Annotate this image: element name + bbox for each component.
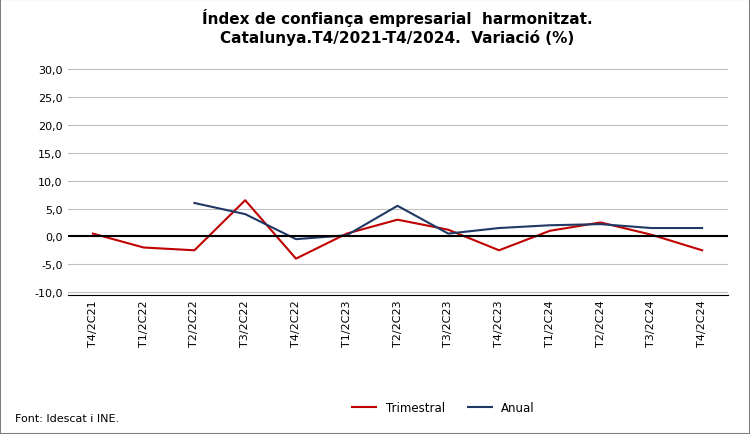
Line: Anual: Anual (93, 98, 702, 240)
Trimestral (140, 245, 148, 250)
Trimestral (444, 227, 453, 233)
Trimestral (292, 256, 301, 262)
Trimestral (698, 248, 706, 253)
Anual (444, 231, 453, 237)
Trimestral (342, 231, 351, 237)
Anual (698, 226, 706, 231)
Anual (646, 226, 656, 231)
Text: Font: Idescat i INE.: Font: Idescat i INE. (15, 413, 119, 423)
Trimestral (88, 231, 98, 237)
Trimestral (393, 217, 402, 223)
Anual (190, 201, 199, 206)
Trimestral (241, 198, 250, 204)
Trimestral (494, 248, 503, 253)
Legend: Trimestral, Anual: Trimestral, Anual (348, 397, 540, 419)
Anual (241, 212, 250, 217)
Line: Trimestral: Trimestral (93, 201, 702, 259)
Anual (292, 237, 301, 242)
Anual (393, 204, 402, 209)
Trimestral (646, 233, 656, 238)
Anual (342, 233, 351, 238)
Trimestral (190, 248, 199, 253)
Trimestral (596, 220, 605, 226)
Trimestral (545, 229, 554, 234)
Anual (596, 222, 605, 227)
Title: Índex de confiança empresarial  harmonitzat.
Catalunya.T4/2021-T4/2024.  Variaci: Índex de confiança empresarial harmonitz… (202, 9, 592, 46)
Anual (545, 223, 554, 228)
Anual (494, 226, 503, 231)
Anual (88, 95, 98, 101)
